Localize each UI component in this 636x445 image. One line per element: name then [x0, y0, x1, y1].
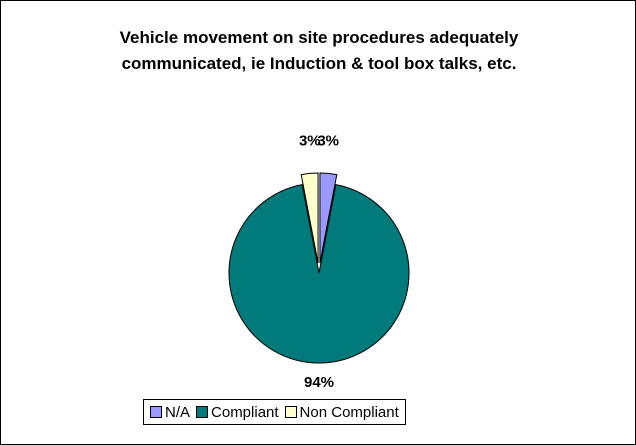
chart-title: Vehicle movement on site procedures adeq…: [119, 28, 519, 73]
pie-slice: [319, 172, 338, 264]
data-label: 3%: [299, 132, 321, 149]
legend-item: N/A: [150, 404, 190, 421]
legend-label: Non Compliant: [299, 403, 399, 421]
data-label: 94%: [304, 374, 334, 391]
data-label: 3%: [317, 132, 339, 149]
legend-label: N/A: [165, 403, 191, 421]
legend-swatch: [196, 406, 209, 418]
legend: N/A Compliant Non Compliant: [143, 399, 406, 425]
legend-swatch: [284, 406, 297, 418]
pie-slice: [300, 172, 319, 264]
legend-item: Non Compliant: [284, 403, 399, 421]
legend-swatch: [150, 406, 162, 418]
legend-label: Compliant: [211, 403, 279, 421]
pie-slice: [228, 184, 410, 364]
legend-item: Compliant: [196, 404, 279, 421]
